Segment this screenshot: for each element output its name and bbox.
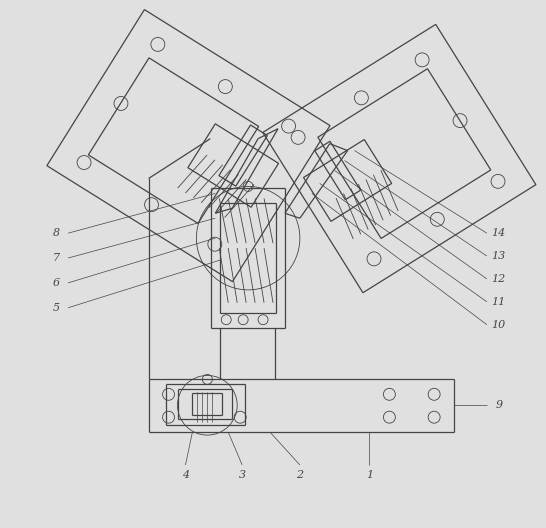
Text: 8: 8: [52, 228, 60, 238]
Text: 6: 6: [52, 278, 60, 288]
Text: 5: 5: [52, 303, 60, 313]
Text: 1: 1: [366, 470, 373, 480]
Text: 7: 7: [52, 253, 60, 263]
Text: 12: 12: [492, 274, 506, 284]
Text: 11: 11: [492, 297, 506, 307]
Text: 2: 2: [296, 470, 304, 480]
Text: 13: 13: [492, 251, 506, 261]
Text: 14: 14: [492, 228, 506, 238]
Text: 4: 4: [182, 470, 189, 480]
Text: 10: 10: [492, 319, 506, 329]
Text: 9: 9: [495, 400, 502, 410]
Text: 3: 3: [239, 470, 246, 480]
